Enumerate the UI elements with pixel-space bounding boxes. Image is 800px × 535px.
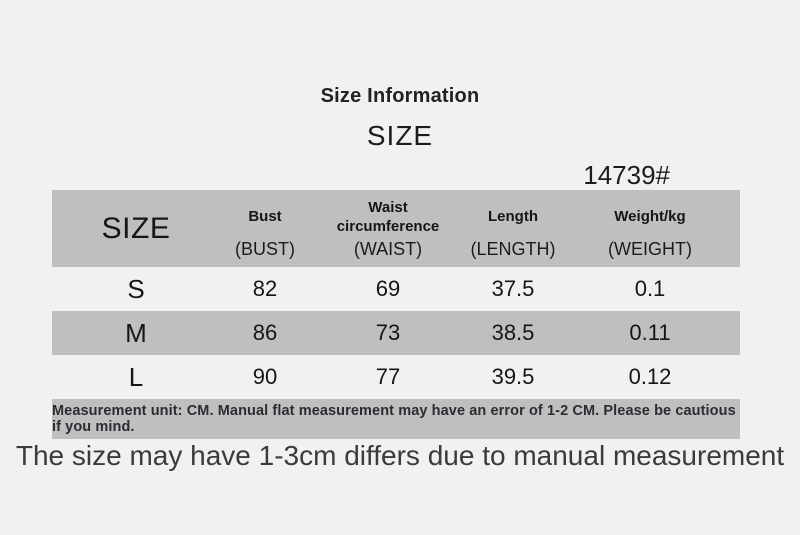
cell-length-l: 39.5 [491,364,535,389]
table-row-s: S 82 69 37.5 0.1 [52,267,740,311]
size-heading: SIZE [366,120,434,151]
header-weight-paren: (WEIGHT) [608,238,692,259]
cell-length-s: 37.5 [491,276,535,301]
cell-bust-s: 82 [252,276,278,301]
cell-length-m: 38.5 [491,320,535,345]
footer-disclaimer: The size may have 1-3cm differs due to m… [15,440,785,471]
cell-waist-s: 69 [375,276,401,301]
header-cell-weight: Weight/kg (WEIGHT) [560,190,740,267]
cell-waist-m: 73 [375,320,401,345]
header-cell-bust: Bust (BUST) [220,190,310,267]
header-cell-waist: Waist circumference (WAIST) [310,190,466,267]
header-bust-name: Bust [248,208,282,225]
header-length-paren: (LENGTH) [470,238,556,259]
model-number: 14739# [583,160,670,190]
cell-bust-m: 86 [252,320,278,345]
cell-weight-l: 0.12 [628,364,672,389]
size-table: SIZE Bust (BUST) Waist circumference (WA… [52,190,740,439]
page-title: Size Information [320,85,480,107]
measurement-note-bar: Measurement unit: CM. Manual flat measur… [52,399,740,439]
table-header-row: SIZE Bust (BUST) Waist circumference (WA… [52,190,740,267]
cell-bust-l: 90 [252,364,278,389]
header-waist-name: Waist circumference [336,198,440,235]
cell-size-m: M [125,317,147,348]
cell-waist-l: 77 [375,364,401,389]
header-weight-name: Weight/kg [614,208,686,225]
header-bust-paren: (BUST) [235,238,295,259]
header-cell-size: SIZE [101,211,171,245]
cell-weight-m: 0.11 [629,320,671,345]
header-cell-length: Length (LENGTH) [466,190,560,267]
cell-size-l: L [128,361,144,392]
header-length-name: Length [488,208,538,225]
cell-size-s: S [127,273,145,304]
table-row-m: M 86 73 38.5 0.11 [52,311,740,355]
table-row-l: L 90 77 39.5 0.12 [52,355,740,399]
cell-weight-s: 0.1 [634,276,666,301]
header-waist-paren: (WAIST) [353,238,423,259]
